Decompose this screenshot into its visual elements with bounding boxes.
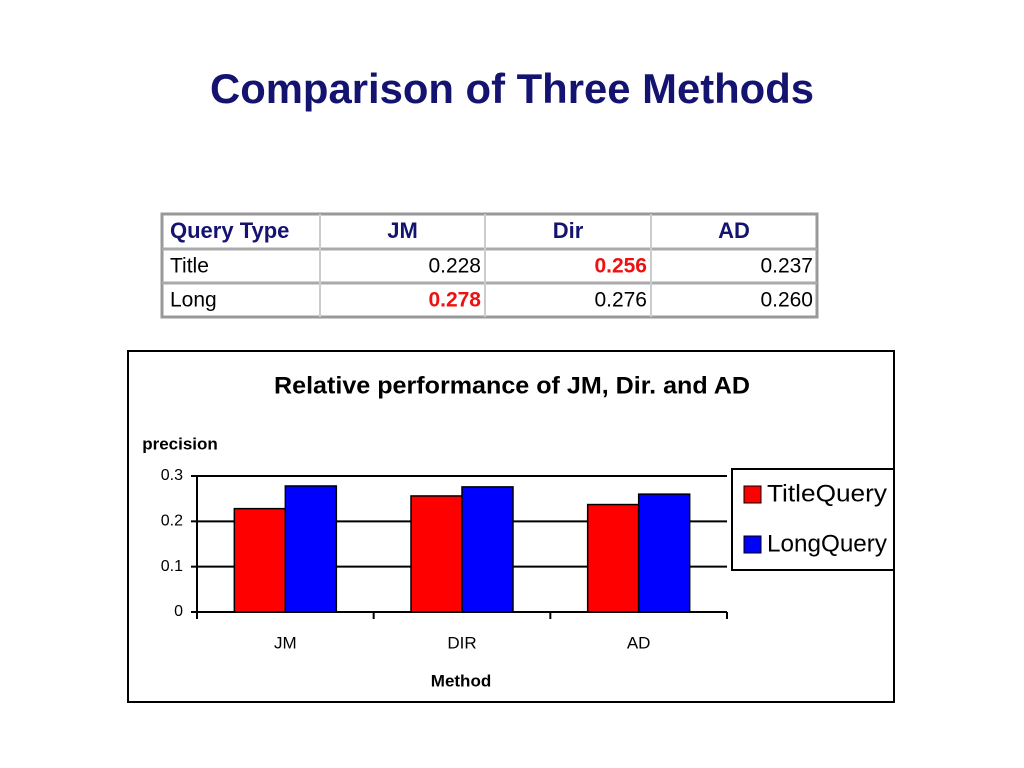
legend-swatch [743, 485, 762, 504]
y-tick-label: 0.3 [161, 467, 183, 484]
table-cell: 0.278 [428, 289, 481, 312]
x-tick-label: AD [627, 633, 651, 652]
bar [284, 485, 338, 613]
x-axis-label: Method [431, 671, 491, 690]
table-cell: 0.256 [594, 255, 647, 278]
table-cell: 0.260 [760, 289, 813, 312]
table-header: JM [387, 218, 418, 243]
legend-label: LongQuery [767, 530, 887, 557]
x-tick-label: DIR [447, 633, 476, 652]
y-tick-label: 0 [174, 603, 183, 620]
slide-title: Comparison of Three Methods [210, 65, 814, 112]
y-tick-label: 0.2 [161, 513, 183, 530]
legend-label: TitleQuery [767, 480, 887, 507]
y-tick-label: 0.1 [161, 558, 183, 575]
table-cell: Title [170, 255, 209, 278]
table-header: Dir [553, 218, 584, 243]
table-cell: 0.237 [760, 255, 813, 278]
table-frame [160, 212, 819, 319]
y-axis-label: precision [142, 434, 218, 453]
bar [233, 507, 287, 613]
bar [410, 495, 463, 613]
bar [586, 503, 640, 613]
table-cell: 0.228 [428, 255, 481, 278]
x-tick-label: JM [274, 633, 297, 652]
bar [461, 486, 514, 613]
table-cell: Long [170, 289, 217, 312]
table-header: Query Type [170, 218, 289, 243]
table-cell: 0.276 [594, 289, 647, 312]
bar [637, 493, 691, 613]
legend-swatch [743, 535, 762, 554]
chart-title: Relative performance of JM, Dir. and AD [274, 372, 750, 399]
table-header: AD [718, 218, 750, 243]
